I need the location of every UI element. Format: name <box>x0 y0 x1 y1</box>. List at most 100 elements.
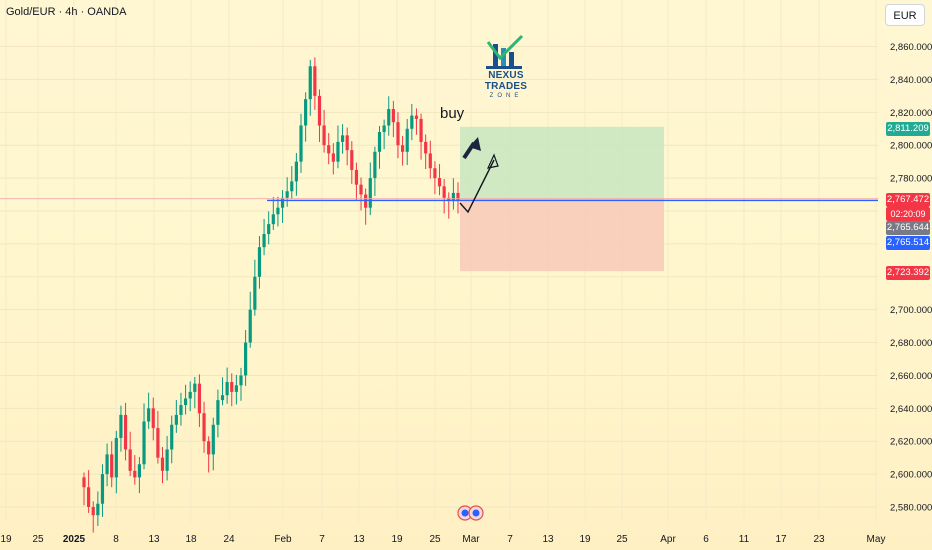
x-tick-label: 6 <box>703 534 709 545</box>
candle-body <box>285 191 289 198</box>
event-marker-icon-inner <box>472 509 480 517</box>
last-price-badge: 2,767.472 <box>886 193 930 207</box>
mid-price-badge: 2,765.644 <box>886 221 930 235</box>
candle-body <box>299 125 303 162</box>
candle-body <box>340 135 345 142</box>
candle-body <box>183 398 188 406</box>
target-price-badge: 2,811.209 <box>886 122 930 136</box>
grid-lines <box>0 0 878 522</box>
candles <box>82 57 460 533</box>
y-tick-label: 2,780.000 <box>890 174 932 185</box>
x-tick-label: 13 <box>353 534 365 545</box>
candle-body <box>327 145 331 154</box>
risk-reward-zones <box>460 126 664 272</box>
countdown-badge: 02:20:09 <box>886 207 930 221</box>
candle-body <box>442 186 446 198</box>
candle-body <box>248 309 252 343</box>
x-tick-label: 17 <box>775 534 787 545</box>
candle-body <box>377 132 382 152</box>
candle-body <box>147 408 151 422</box>
candle-body <box>410 115 414 129</box>
candle-body <box>160 457 165 471</box>
candle-body <box>280 197 285 208</box>
x-tick-label: 19 <box>391 534 403 545</box>
price-lines <box>0 198 878 202</box>
y-tick-label: 2,820.000 <box>890 108 932 119</box>
zigzag-arrow <box>459 159 495 214</box>
candle-body <box>202 413 206 442</box>
y-tick-label: 2,840.000 <box>890 75 932 86</box>
candle-body <box>276 207 280 215</box>
candle-body <box>142 421 146 465</box>
x-tick-label: 25 <box>32 534 44 545</box>
logo-bar-icon <box>493 44 498 66</box>
candle-body <box>114 437 118 478</box>
candle-body <box>271 214 275 225</box>
candle-body <box>336 141 340 162</box>
x-tick-label: May <box>867 534 886 545</box>
candle-body <box>174 414 178 425</box>
logo-mark <box>486 34 524 69</box>
stop-price-badge: 2,723.392 <box>886 266 930 280</box>
candle-body <box>207 441 211 455</box>
x-axis: 19 25 2025 8 13 18 24 Feb 7 13 19 25 Mar 7 13 19 25 Apr 6 1… <box>0 505 886 545</box>
candle-body <box>262 234 266 248</box>
logo-check-icon <box>486 34 524 61</box>
candle-body <box>234 385 238 392</box>
x-tick-label: 2025 <box>63 534 86 545</box>
y-tick-label: 2,580.000 <box>890 503 932 514</box>
candle-body <box>123 414 128 450</box>
candle-body <box>359 184 363 195</box>
candle-body <box>216 400 220 425</box>
candle-body <box>87 487 91 507</box>
candle-body <box>225 382 229 396</box>
candle-body <box>294 161 298 182</box>
candle-body <box>396 122 400 146</box>
candle-body <box>253 276 257 310</box>
x-tick-label: 8 <box>113 534 119 545</box>
x-tick-label: 24 <box>223 534 235 545</box>
y-tick-label: 2,680.000 <box>890 338 932 349</box>
candle-body <box>322 125 326 146</box>
x-tick-label: 7 <box>319 534 325 545</box>
candle-body <box>137 464 142 478</box>
y-tick-label: 2,700.000 <box>890 305 932 316</box>
candle-body <box>391 109 395 123</box>
entry-price-badge: 2,765.514 <box>886 236 930 250</box>
currency-button[interactable]: EUR <box>885 4 925 26</box>
candle-body <box>82 477 86 488</box>
candle-body <box>220 395 225 401</box>
x-tick-label: 25 <box>616 534 628 545</box>
y-tick-label: 2,600.000 <box>890 470 932 481</box>
candle-body <box>424 141 428 154</box>
buy-annotation: buy <box>440 105 465 122</box>
logo-base-icon <box>486 66 522 69</box>
logo-subtitle: ZONE <box>489 93 523 99</box>
x-tick-label: 13 <box>542 534 554 545</box>
candle-body <box>373 151 377 179</box>
x-tick-label: 7 <box>507 534 513 545</box>
candle-body <box>419 118 423 142</box>
symbol-title[interactable]: Gold/EUR · 4h · OANDA <box>6 6 127 18</box>
candle-body <box>350 150 354 170</box>
candle-body <box>170 424 174 450</box>
candle-body <box>156 428 160 458</box>
x-tick-label: 19 <box>0 534 12 545</box>
candle-body <box>244 342 248 376</box>
candle-body <box>188 391 192 399</box>
candle-body <box>230 382 234 392</box>
candle-body <box>456 192 460 202</box>
annotation-arrows <box>459 137 499 214</box>
candle-body <box>96 503 100 516</box>
x-tick-label: Feb <box>274 534 292 545</box>
candle-body <box>308 66 312 100</box>
x-tick-label: Apr <box>660 534 676 545</box>
candle-body <box>133 470 137 478</box>
bold-arrow-head <box>469 137 481 151</box>
candle-body <box>304 99 308 126</box>
y-tick-label: 2,860.000 <box>890 42 932 53</box>
logo-bar-icon <box>509 52 514 66</box>
candle-body <box>290 181 294 192</box>
